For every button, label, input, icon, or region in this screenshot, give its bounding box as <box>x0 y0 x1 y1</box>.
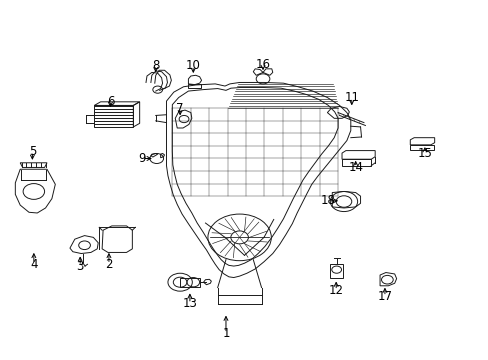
Text: 18: 18 <box>320 194 335 207</box>
Bar <box>188 84 200 88</box>
Bar <box>409 145 433 149</box>
Text: 6: 6 <box>106 95 114 108</box>
Text: 10: 10 <box>185 59 201 72</box>
Text: 16: 16 <box>255 58 270 71</box>
Text: 14: 14 <box>347 161 363 174</box>
Bar <box>329 264 343 278</box>
Text: 7: 7 <box>176 102 183 115</box>
Text: 3: 3 <box>76 260 83 273</box>
Bar <box>341 159 370 166</box>
Text: 13: 13 <box>182 297 197 310</box>
Text: 4: 4 <box>30 258 38 271</box>
Text: 15: 15 <box>417 147 431 159</box>
Text: 11: 11 <box>344 91 359 104</box>
Bar <box>180 278 199 287</box>
Bar <box>94 105 133 127</box>
Text: 5: 5 <box>29 145 36 158</box>
Text: 8: 8 <box>152 59 159 72</box>
Text: 2: 2 <box>105 258 112 271</box>
Text: 17: 17 <box>377 290 392 303</box>
Text: 1: 1 <box>222 327 229 340</box>
Text: 9: 9 <box>138 152 145 165</box>
Text: 12: 12 <box>328 284 343 297</box>
